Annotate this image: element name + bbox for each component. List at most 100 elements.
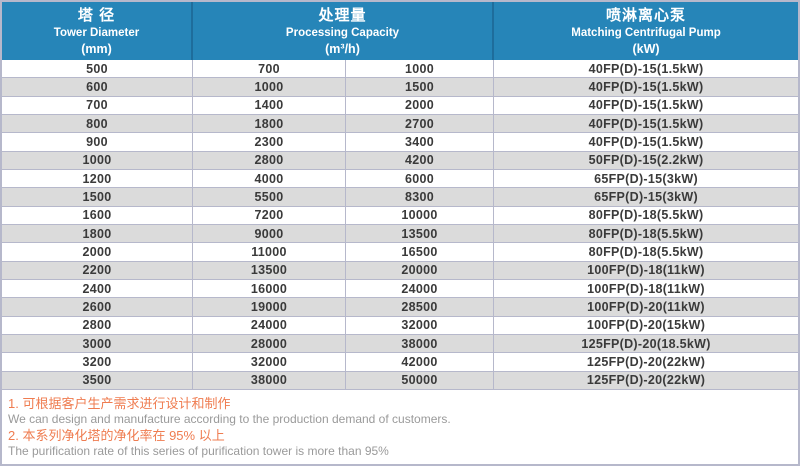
- diameter-cell: 2600: [2, 298, 193, 316]
- capacity-min-cell: 19000: [193, 298, 346, 316]
- capacity-min-cell: 13500: [193, 261, 346, 279]
- diameter-cell: 2400: [2, 279, 193, 298]
- table-row: 2800 24000 32000 100FP(D)-20(15kW): [2, 316, 798, 335]
- diameter-cell: 1000: [2, 151, 193, 169]
- diameter-cell: 3500: [2, 371, 193, 389]
- capacity-min-cell: 11000: [193, 243, 346, 261]
- note-2: 2. 本系列净化塔的净化率在 95% 以上 The purification r…: [8, 428, 790, 460]
- diameter-cell: 800: [2, 114, 193, 133]
- header-processing-capacity-zh: 处理量: [318, 6, 367, 24]
- capacity-max-cell: 16500: [346, 243, 494, 261]
- table-row: 900 2300 3400 40FP(D)-15(1.5kW): [2, 133, 798, 152]
- table-row: 700 1400 2000 40FP(D)-15(1.5kW): [2, 96, 798, 115]
- diameter-cell: 3200: [2, 353, 193, 371]
- capacity-max-cell: 32000: [346, 316, 494, 334]
- pump-model-cell: 125FP(D)-20(22kW): [586, 354, 706, 369]
- capacity-min-cell: 2300: [193, 133, 346, 151]
- pump-model-cell: 65FP(D)-15(3kW): [594, 189, 698, 204]
- table-row: 1800 9000 13500 80FP(D)-18(5.5kW): [2, 224, 798, 244]
- capacity-min-cell: 32000: [193, 353, 346, 371]
- capacity-min-cell: 1400: [193, 96, 346, 114]
- capacity-max-cell: 20000: [346, 261, 494, 279]
- capacity-min-cell: 1000: [193, 78, 346, 96]
- diameter-cell: 900: [2, 133, 193, 151]
- pump-model-cell: 40FP(D)-15(1.5kW): [588, 98, 704, 113]
- diameter-cell: 1800: [2, 224, 193, 243]
- diameter-cell: 500: [2, 60, 193, 78]
- table-body: 500 700 1000 40FP(D)-15(1.5kW) 600 1000 …: [2, 60, 798, 390]
- table-row: 2400 16000 24000 100FP(D)-18(11kW): [2, 279, 798, 299]
- table-row: 1500 5500 8300 65FP(D)-15(3kW): [2, 188, 798, 207]
- header-tower-diameter: 塔 径 Tower Diameter (mm): [2, 2, 193, 60]
- capacity-max-cell: 2000: [346, 96, 494, 114]
- pump-model-cell: 65FP(D)-15(3kW): [594, 171, 698, 186]
- table-row: 2000 11000 16500 80FP(D)-18(5.5kW): [2, 243, 798, 262]
- table-row: 2200 13500 20000 100FP(D)-18(11kW): [2, 261, 798, 280]
- pump-model-cell: 40FP(D)-15(1.5kW): [588, 134, 704, 149]
- header-tower-diameter-zh: 塔 径: [77, 6, 116, 24]
- note-2-en: The purification rate of this series of …: [8, 444, 389, 459]
- diameter-cell: 1500: [2, 188, 193, 206]
- capacity-max-cell: 42000: [346, 353, 494, 371]
- table-row: 1000 2800 4200 50FP(D)-15(2.2kW): [2, 151, 798, 170]
- table-row: 3200 32000 42000 125FP(D)-20(22kW): [2, 353, 798, 372]
- capacity-max-cell: 3400: [346, 133, 494, 151]
- capacity-min-cell: 1800: [193, 114, 346, 133]
- header-tower-diameter-en: Tower Diameter: [53, 27, 140, 40]
- table-row: 3000 28000 38000 125FP(D)-20(18.5kW): [2, 334, 798, 354]
- capacity-min-cell: 9000: [193, 224, 346, 243]
- header-tower-diameter-unit: (mm): [81, 41, 112, 56]
- capacity-min-cell: 24000: [193, 316, 346, 334]
- pump-model-cell: 125FP(D)-20(18.5kW): [581, 336, 711, 351]
- header-centrifugal-pump: 喷淋离心泵 Matching Centrifugal Pump (kW): [494, 2, 798, 60]
- pump-model-cell: 100FP(D)-20(15kW): [586, 318, 706, 333]
- capacity-min-cell: 4000: [193, 169, 346, 188]
- diameter-cell: 2800: [2, 316, 193, 334]
- diameter-cell: 3000: [2, 334, 193, 353]
- pump-model-cell: 80FP(D)-18(5.5kW): [588, 208, 704, 223]
- capacity-max-cell: 50000: [346, 371, 494, 389]
- header-centrifugal-pump-zh: 喷淋离心泵: [605, 6, 686, 24]
- header-centrifugal-pump-en: Matching Centrifugal Pump: [571, 27, 721, 40]
- capacity-min-cell: 2800: [193, 151, 346, 169]
- pump-model-cell: 125FP(D)-20(22kW): [586, 373, 706, 388]
- pump-model-cell: 80FP(D)-18(5.5kW): [588, 244, 704, 259]
- capacity-min-cell: 7200: [193, 206, 346, 224]
- table-row: 1600 7200 10000 80FP(D)-18(5.5kW): [2, 206, 798, 225]
- note-2-zh: 2. 本系列净化塔的净化率在 95% 以上: [8, 427, 225, 443]
- capacity-min-cell: 38000: [193, 371, 346, 389]
- pump-model-cell: 100FP(D)-18(11kW): [587, 281, 705, 296]
- pump-model-cell: 40FP(D)-15(1.5kW): [588, 116, 704, 131]
- note-1-en: We can design and manufacture according …: [8, 412, 451, 427]
- capacity-min-cell: 5500: [193, 188, 346, 206]
- capacity-max-cell: 28500: [346, 298, 494, 316]
- pump-model-cell: 40FP(D)-15(1.5kW): [588, 61, 704, 76]
- table-row: 800 1800 2700 40FP(D)-15(1.5kW): [2, 114, 798, 134]
- footnotes: 1. 可根据客户生产需求进行设计和制作 We can design and ma…: [2, 390, 798, 464]
- header-processing-capacity-unit: (m³/h): [325, 41, 360, 56]
- capacity-max-cell: 2700: [346, 114, 494, 133]
- pump-model-cell: 40FP(D)-15(1.5kW): [588, 79, 704, 94]
- diameter-cell: 2000: [2, 243, 193, 261]
- header-centrifugal-pump-unit: (kW): [632, 41, 660, 56]
- capacity-max-cell: 1000: [346, 60, 494, 78]
- note-1: 1. 可根据客户生产需求进行设计和制作 We can design and ma…: [8, 396, 790, 428]
- table-row: 1200 4000 6000 65FP(D)-15(3kW): [2, 169, 798, 189]
- capacity-max-cell: 38000: [346, 334, 494, 353]
- capacity-max-cell: 4200: [346, 151, 494, 169]
- pump-model-cell: 100FP(D)-18(11kW): [587, 263, 705, 278]
- capacity-max-cell: 6000: [346, 169, 494, 188]
- diameter-cell: 600: [2, 78, 193, 96]
- table-header-row: 塔 径 Tower Diameter (mm) 处理量 Processing C…: [2, 2, 798, 60]
- header-processing-capacity: 处理量 Processing Capacity (m³/h): [193, 2, 494, 60]
- note-1-zh: 1. 可根据客户生产需求进行设计和制作: [8, 395, 231, 411]
- capacity-max-cell: 8300: [346, 188, 494, 206]
- capacity-max-cell: 1500: [346, 78, 494, 96]
- table-row: 2600 19000 28500 100FP(D)-20(11kW): [2, 298, 798, 317]
- pump-model-cell: 50FP(D)-15(2.2kW): [588, 153, 704, 168]
- diameter-cell: 1200: [2, 169, 193, 188]
- capacity-min-cell: 700: [193, 60, 346, 78]
- diameter-cell: 2200: [2, 261, 193, 279]
- capacity-min-cell: 16000: [193, 279, 346, 298]
- pump-model-cell: 100FP(D)-20(11kW): [587, 299, 705, 314]
